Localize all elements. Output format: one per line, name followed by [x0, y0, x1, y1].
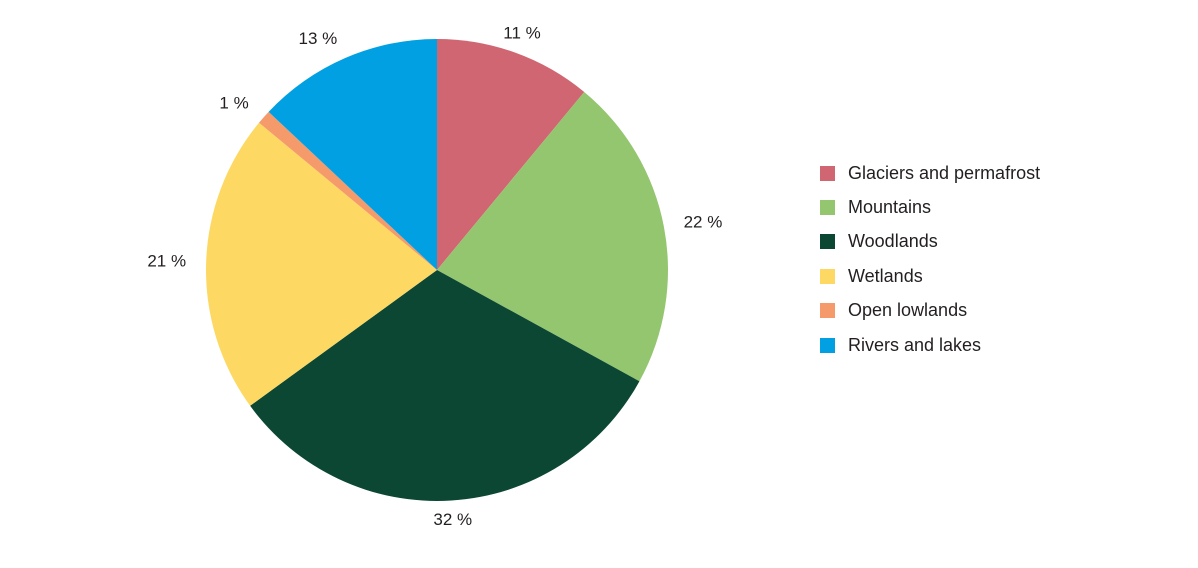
pie-slice-glaciers-and-permafrost	[437, 39, 585, 270]
legend-swatch	[820, 268, 835, 284]
pie-slice-rivers-and-lakes	[268, 39, 437, 270]
legend-label: Glaciers and permafrost	[848, 162, 1041, 183]
pie-slices	[206, 39, 669, 502]
pie-slice-mountains	[437, 92, 669, 382]
legend-swatch	[820, 337, 835, 353]
legend-label: Woodlands	[848, 231, 938, 252]
legend-swatch	[820, 303, 835, 319]
slice-label-glaciers-and-permafrost: 11 %	[503, 23, 541, 42]
legend-label: Open lowlands	[848, 300, 968, 321]
legend-swatch	[820, 234, 835, 250]
slice-label-wetlands: 21 %	[147, 252, 186, 271]
slice-label-open-lowlands: 1 %	[219, 93, 248, 112]
legend-label: Wetlands	[848, 265, 923, 286]
legend-item-rivers-and-lakes: Rivers and lakes	[820, 328, 1040, 362]
legend-swatch	[820, 200, 835, 216]
slice-label-woodlands: 32 %	[433, 510, 472, 529]
chart-legend: Glaciers and permafrost Mountains Woodland…	[820, 156, 1040, 362]
legend-item-mountains: Mountains	[820, 190, 1040, 224]
slice-label-mountains: 22 %	[684, 212, 723, 231]
legend-item-wetlands: Wetlands	[820, 259, 1040, 293]
pie-slice-wetlands	[206, 122, 437, 406]
pie-slice-open-lowlands	[259, 111, 437, 271]
legend-item-woodlands: Woodlands	[820, 225, 1040, 259]
pie-labels: 11 % 22 % 32 % 21 % 1 % 13 %	[147, 23, 722, 529]
pie-slice-woodlands	[250, 270, 640, 502]
legend-swatch	[820, 165, 835, 181]
legend-label: Rivers and lakes	[848, 334, 982, 355]
legend-label: Mountains	[848, 197, 932, 218]
legend-item-open-lowlands: Open lowlands	[820, 294, 1040, 328]
legend-item-glaciers-and-permafrost: Glaciers and permafrost	[820, 156, 1040, 190]
slice-label-rivers-and-lakes: 13 %	[299, 29, 338, 48]
